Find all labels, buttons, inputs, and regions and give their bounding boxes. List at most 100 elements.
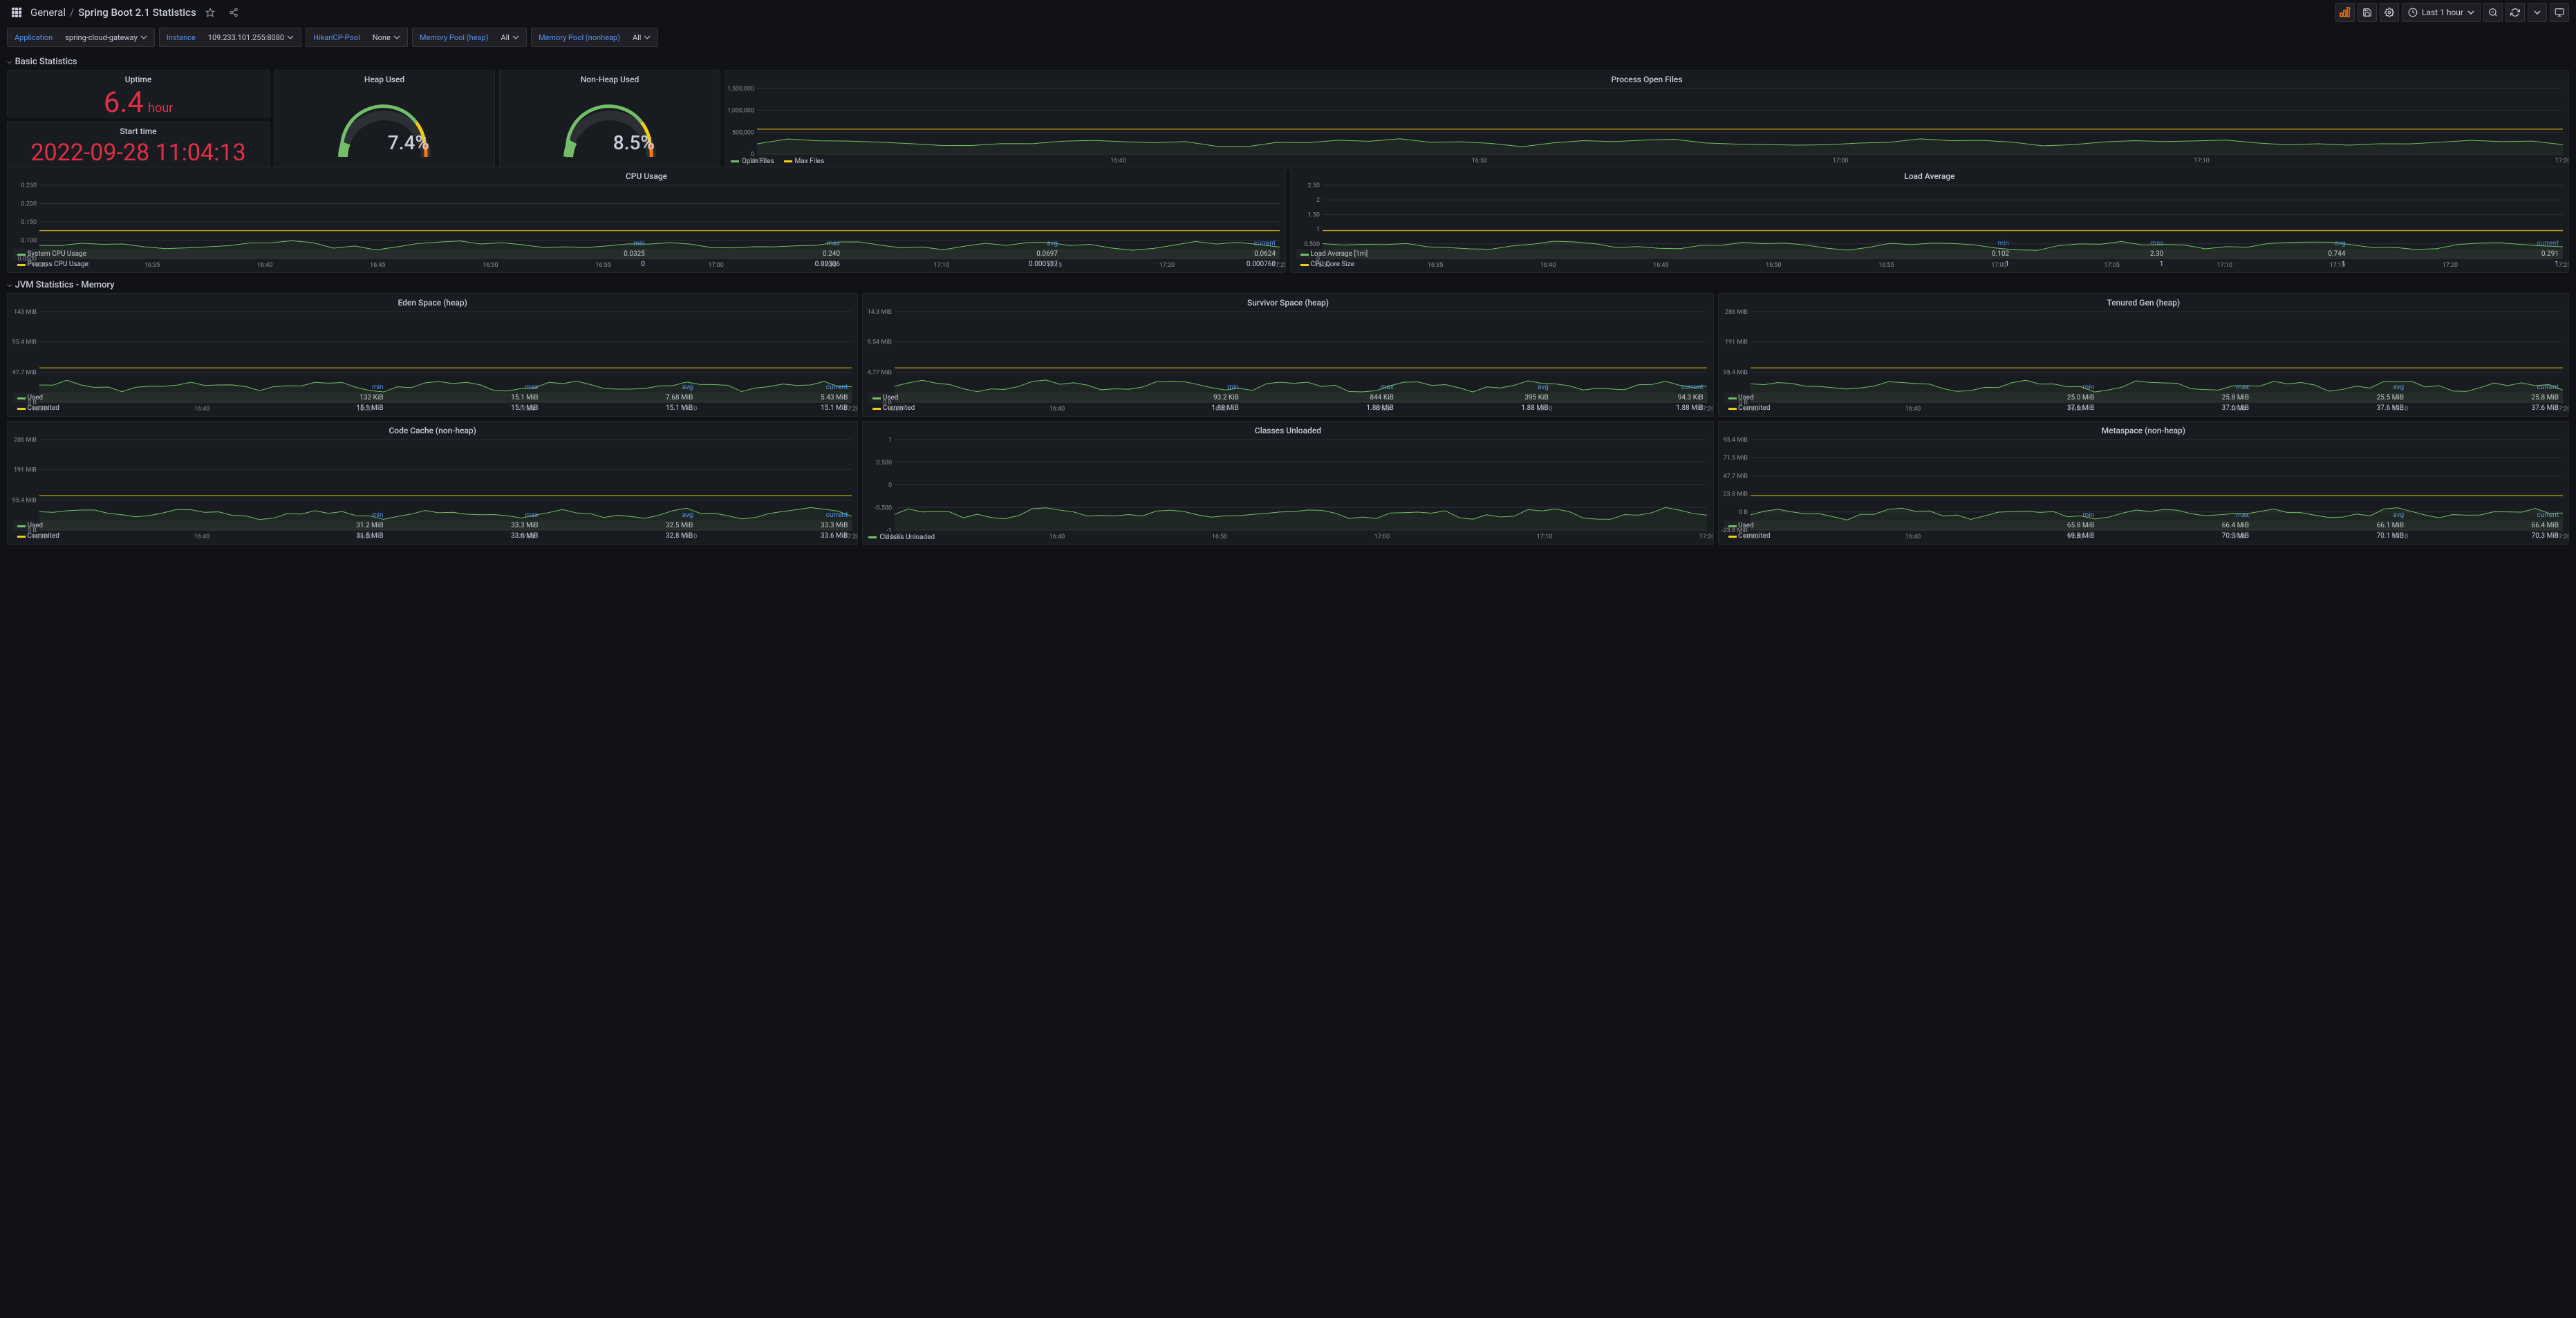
svg-text:17:10: 17:10 [2194, 158, 2209, 164]
top-bar: General / Spring Boot 2.1 Statistics + L… [0, 0, 2576, 25]
var-nonheap[interactable]: Memory Pool (nonheap) All [531, 28, 659, 47]
svg-text:23.8 MiB: 23.8 MiB [1723, 491, 1748, 498]
panel-survivor-space[interactable]: Survivor Space (heap) 0 B4.77 MiB9.54 Mi… [862, 293, 1713, 417]
panel-title: Non-Heap Used [500, 70, 720, 86]
svg-text:0.200: 0.200 [21, 201, 37, 208]
panel-title: Code Cache (non-heap) [8, 422, 857, 437]
panel-tenured-gen[interactable]: Tenured Gen (heap) 0 B95.4 MiB191 MiB286… [1718, 293, 2569, 417]
refresh-icon[interactable] [2505, 3, 2525, 22]
svg-text:16:50: 16:50 [1766, 262, 1781, 268]
svg-text:17:05: 17:05 [2104, 262, 2119, 268]
breadcrumb: General / Spring Boot 2.1 Statistics [30, 6, 196, 19]
svg-text:16:40: 16:40 [194, 406, 209, 412]
svg-text:16:50: 16:50 [1212, 534, 1227, 540]
panel-heap-used[interactable]: Heap Used 7.4% [274, 70, 495, 169]
svg-text:143 MiB: 143 MiB [14, 309, 37, 316]
svg-text:16:40: 16:40 [1905, 534, 1920, 540]
var-hikari[interactable]: HikariCP-Pool None [306, 28, 408, 47]
add-panel-icon[interactable]: + [2335, 3, 2355, 22]
panel-start-time[interactable]: Start time 2022-09-28 11:04:13 [7, 122, 270, 169]
panel-title: Start time [8, 122, 269, 138]
start-time-value: 2022-09-28 11:04:13 [30, 139, 245, 167]
svg-text:16:30: 16:30 [32, 406, 47, 412]
metaspace-chart: -23.8 MiB0 B23.8 MiB47.7 MiB71.5 MiB95.4… [1719, 437, 2568, 509]
var-heap[interactable]: Memory Pool (heap) All [412, 28, 527, 47]
svg-text:16:40: 16:40 [194, 534, 209, 540]
survivor-chart: 0 B4.77 MiB9.54 MiB14.3 MiB16:3016:4016:… [863, 309, 1712, 381]
save-icon[interactable] [2358, 3, 2377, 22]
svg-text:17:10: 17:10 [934, 262, 949, 268]
heap-gauge: 7.4% [329, 88, 440, 164]
breadcrumb-folder[interactable]: General [30, 6, 66, 19]
panel-cpu-usage[interactable]: CPU Usage 0.05000.1000.1500.2000.25016:3… [7, 167, 1286, 273]
panel-eden-space[interactable]: Eden Space (heap) 0 B47.7 MiB95.4 MiB143… [7, 293, 858, 417]
svg-text:16:30: 16:30 [32, 262, 47, 268]
svg-text:95.4 MiB: 95.4 MiB [1723, 369, 1748, 376]
panel-metaspace[interactable]: Metaspace (non-heap) -23.8 MiB0 B23.8 Mi… [1718, 421, 2569, 545]
svg-text:191 MiB: 191 MiB [1725, 339, 1748, 346]
zoom-out-icon[interactable] [2483, 3, 2503, 22]
tv-icon[interactable] [2550, 3, 2569, 22]
panel-load-average[interactable]: Load Average 00.50011.5022.5016:3016:351… [1290, 167, 2569, 273]
panel-title: Classes Unloaded [863, 422, 1712, 437]
svg-text:95.4 MiB: 95.4 MiB [12, 339, 37, 346]
star-icon[interactable] [200, 3, 220, 22]
panel-title: Survivor Space (heap) [863, 294, 1712, 309]
svg-text:16:40: 16:40 [1049, 534, 1065, 540]
svg-text:95.4 MiB: 95.4 MiB [12, 497, 37, 504]
panel-nonheap-used[interactable]: Non-Heap Used 8.5% [499, 70, 720, 169]
panel-title: CPU Usage [8, 167, 1285, 182]
panel-uptime[interactable]: Uptime 6.4 hour [7, 70, 270, 117]
time-range-label: Last 1 hour [2422, 8, 2463, 17]
svg-text:16:40: 16:40 [1540, 262, 1556, 268]
svg-text:14.3 MiB: 14.3 MiB [868, 309, 893, 316]
svg-text:17:20: 17:20 [1699, 534, 1712, 540]
svg-text:16:55: 16:55 [1878, 262, 1894, 268]
uptime-value: 6.4 hour [104, 86, 174, 117]
svg-text:0.500: 0.500 [1304, 241, 1320, 248]
svg-text:1.50: 1.50 [1307, 211, 1320, 218]
var-instance[interactable]: Instance 109.233.101.255:8080 [159, 28, 301, 47]
svg-text:71.5 MiB: 71.5 MiB [1723, 455, 1748, 462]
load-chart: 00.50011.5022.5016:3016:3516:4016:4516:5… [1291, 182, 2568, 237]
refresh-dropdown-icon[interactable] [2528, 3, 2547, 22]
eden-chart: 0 B47.7 MiB95.4 MiB143 MiB16:3016:4016:5… [8, 309, 857, 381]
section-jvm-memory[interactable]: ⌵ JVM Statistics - Memory [0, 277, 2576, 293]
svg-text:95.4 MiB: 95.4 MiB [1723, 437, 1748, 444]
section-basic-statistics[interactable]: ⌵ Basic Statistics [0, 54, 2576, 70]
panel-open-files[interactable]: Process Open Files 0500,0001,000,0001,50… [725, 70, 2569, 169]
classes-chart: -1-0.50000.500116:3016:4016:5017:0017:10… [863, 437, 1712, 532]
panel-title: Heap Used [274, 70, 494, 86]
svg-text:16:30: 16:30 [1315, 262, 1330, 268]
svg-text:16:45: 16:45 [370, 262, 385, 268]
svg-text:17:20: 17:20 [1159, 262, 1175, 268]
svg-text:0 B: 0 B [1739, 509, 1748, 516]
svg-text:17:20: 17:20 [2555, 406, 2568, 412]
svg-text:16:40: 16:40 [1049, 406, 1065, 412]
apps-icon[interactable] [7, 3, 26, 22]
svg-text:286 MiB: 286 MiB [1725, 309, 1748, 316]
svg-text:17:10: 17:10 [1537, 534, 1552, 540]
share-icon[interactable] [224, 3, 243, 22]
time-picker[interactable]: Last 1 hour [2402, 3, 2481, 22]
panel-title: Metaspace (non-heap) [1719, 422, 2568, 437]
svg-text:47.7 MiB: 47.7 MiB [12, 369, 37, 376]
var-application[interactable]: Application spring-cloud-gateway [7, 28, 155, 47]
svg-text:0: 0 [888, 482, 892, 489]
svg-text:500,000: 500,000 [732, 129, 754, 136]
panel-title: Eden Space (heap) [8, 294, 857, 309]
panel-classes-unloaded[interactable]: Classes Unloaded -1-0.50000.500116:3016:… [862, 421, 1713, 545]
codecache-chart: 0 B95.4 MiB191 MiB286 MiB16:3016:4016:50… [8, 437, 857, 509]
gear-icon[interactable] [2380, 3, 2399, 22]
svg-text:17:10: 17:10 [2217, 262, 2232, 268]
svg-text:17:25: 17:25 [2555, 262, 2568, 268]
svg-text:16:50: 16:50 [483, 262, 498, 268]
svg-text:17:25: 17:25 [1272, 262, 1285, 268]
panel-code-cache[interactable]: Code Cache (non-heap) 0 B95.4 MiB191 MiB… [7, 421, 858, 545]
open-files-chart: 0500,0001,000,0001,500,00016:3016:4016:5… [725, 86, 2568, 156]
svg-text:16:55: 16:55 [595, 262, 610, 268]
svg-text:17:00: 17:00 [1374, 406, 1390, 412]
page-title[interactable]: Spring Boot 2.1 Statistics [78, 6, 196, 19]
svg-text:4.77 MiB: 4.77 MiB [868, 369, 893, 376]
svg-text:16:40: 16:40 [1110, 158, 1126, 164]
